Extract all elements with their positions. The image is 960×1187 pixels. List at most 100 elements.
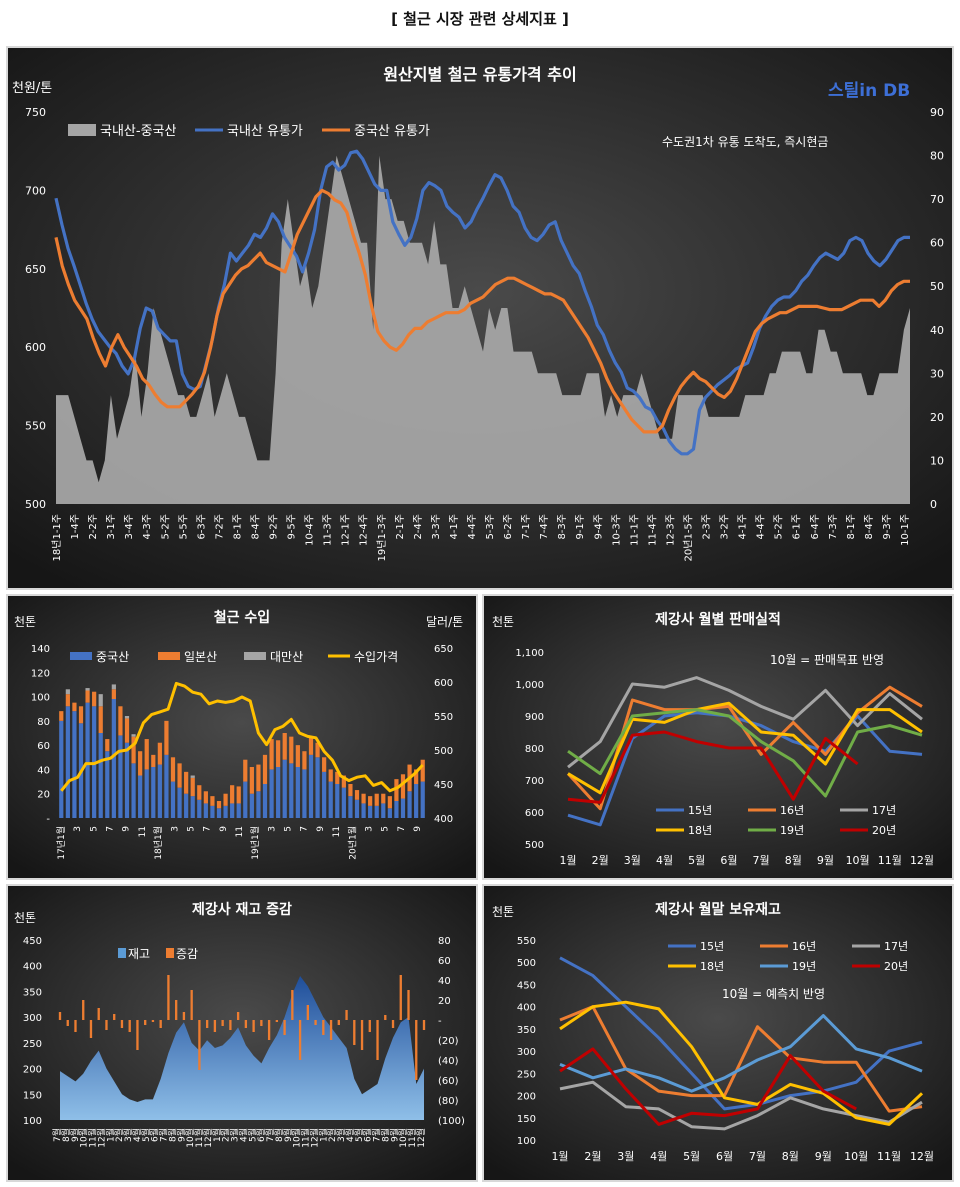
bar-change <box>291 990 294 1020</box>
x-tick-label: 5 <box>284 826 294 832</box>
bar-japan <box>414 769 419 784</box>
bar-china <box>315 757 320 818</box>
bar-japan <box>348 784 353 797</box>
legend-label: 18년 <box>688 824 712 837</box>
bar-china <box>289 763 294 818</box>
chart-title: 제강사 재고 증감 <box>192 901 292 918</box>
legend-swatch <box>118 948 126 958</box>
y-tick-right: 80 <box>438 936 451 947</box>
y-tick-right: 80 <box>930 150 944 163</box>
y-tick-left: 300 <box>23 1013 42 1024</box>
x-tick-label: 11 <box>235 826 245 837</box>
x-tick-label: 12-3주 <box>665 514 676 546</box>
x-tick-label: 4-1주 <box>738 514 749 540</box>
bar-china <box>420 781 425 818</box>
x-tick-label: 3월 <box>617 1150 634 1163</box>
line-series-20년 <box>559 1047 857 1126</box>
chart-title: 제강사 월별 판매실적 <box>655 611 781 628</box>
chart-note: 10월 = 예측치 반영 <box>722 987 825 1001</box>
y-tick-right: 650 <box>434 644 453 655</box>
chart-title: 원산지별 철근 유통가격 추이 <box>383 65 576 84</box>
line-series-17년 <box>559 1080 923 1131</box>
y-tick-left: 200 <box>23 1065 42 1076</box>
bar-japan <box>269 739 274 770</box>
x-tick-label: 3 <box>364 826 374 832</box>
bar-japan <box>72 702 77 712</box>
x-tick-label: 8월 <box>273 1128 285 1142</box>
y-tick: 300 <box>517 1047 536 1058</box>
bar-change <box>415 1020 418 1080</box>
bar-china <box>374 805 379 818</box>
bar-china <box>269 769 274 818</box>
y-tick-right: 500 <box>434 746 453 757</box>
bar-japan <box>256 764 261 792</box>
line-series-17년 <box>567 676 923 769</box>
y-tick-left: - <box>46 814 50 825</box>
y-tick-right: (20) <box>438 1036 459 1047</box>
x-tick-label: 4월 <box>656 854 673 867</box>
bar-change <box>337 1020 340 1025</box>
x-tick-label: 11-3주 <box>323 514 334 546</box>
x-tick-label: 9월 <box>815 1150 832 1163</box>
bar-japan <box>216 801 222 809</box>
x-tick-label: 20년1월 <box>346 826 358 860</box>
bar-taiwan <box>124 716 130 719</box>
bar-change <box>306 1005 309 1020</box>
bar-china <box>322 771 327 818</box>
x-tick-label: 10-3주 <box>611 514 622 546</box>
bar-japan <box>85 690 90 703</box>
bar-china <box>151 767 156 818</box>
bar-japan <box>335 771 340 784</box>
bar-china <box>354 799 360 818</box>
bar-change <box>105 1020 108 1030</box>
bar-change <box>221 1020 224 1026</box>
x-tick-label: 8월 <box>166 1128 178 1142</box>
legend-label: 일본산 <box>184 650 217 664</box>
x-tick-label: 3-4주 <box>124 514 135 540</box>
bar-change <box>267 1020 271 1040</box>
bar-change <box>353 1020 356 1045</box>
x-tick-label: 4-1주 <box>449 514 460 540</box>
x-tick-label: 19년1월 <box>249 826 261 860</box>
monthly-sales-panel: 제강사 월별 판매실적 천톤 10월 = 판매목표 반영 500 600 700 800 90… <box>482 594 954 880</box>
x-tick-label: 7 <box>106 826 116 832</box>
y-tick: 200 <box>517 1092 536 1103</box>
bar-japan <box>420 759 425 782</box>
bar-change <box>368 1020 371 1032</box>
bar-china <box>256 791 261 818</box>
y-tick: 400 <box>517 1003 536 1014</box>
bar-change <box>205 1020 209 1028</box>
bar-change <box>376 1020 379 1060</box>
bar-japan <box>111 689 116 699</box>
y-axis-left-label: 천톤 <box>492 614 514 629</box>
x-tick-label: 7-2주 <box>214 514 225 540</box>
x-tick-label: 3 <box>267 826 277 832</box>
x-tick-label: 1월 <box>559 854 576 867</box>
bar-china <box>111 699 116 818</box>
x-tick-label: 4월 <box>650 1150 667 1163</box>
bar-japan <box>374 793 379 806</box>
x-tick-label: 11 <box>138 826 148 837</box>
bar-change <box>182 1012 186 1020</box>
line-series-18년 <box>567 701 923 795</box>
bar-change <box>360 1020 364 1050</box>
y-tick-right: - <box>438 1016 442 1027</box>
x-tick-label: 3-1주 <box>106 514 117 540</box>
x-tick-label: 12월 <box>910 1150 934 1163</box>
month-end-inventory-panel: 제강사 월말 보유재고 천톤 10월 = 예측치 반영 100 150 200 250 300… <box>482 884 954 1182</box>
x-tick-label: 4월 <box>344 1128 356 1142</box>
y-tick-right: 550 <box>434 712 453 723</box>
x-tick-label: 3월 <box>335 1128 347 1142</box>
bar-change <box>151 1020 155 1022</box>
bar-japan <box>243 759 248 782</box>
bar-japan <box>157 742 162 765</box>
bar-change <box>283 1020 286 1035</box>
bar-china <box>170 781 176 818</box>
x-tick-label: 1월 <box>211 1128 223 1142</box>
x-tick-label: 6월 <box>149 1128 161 1142</box>
bar-china <box>341 787 346 818</box>
x-tick-label: 2-4주 <box>413 514 424 540</box>
bar-japan <box>124 718 130 743</box>
x-tick-label: 9-5주 <box>287 514 298 540</box>
bar-change <box>74 1020 77 1032</box>
